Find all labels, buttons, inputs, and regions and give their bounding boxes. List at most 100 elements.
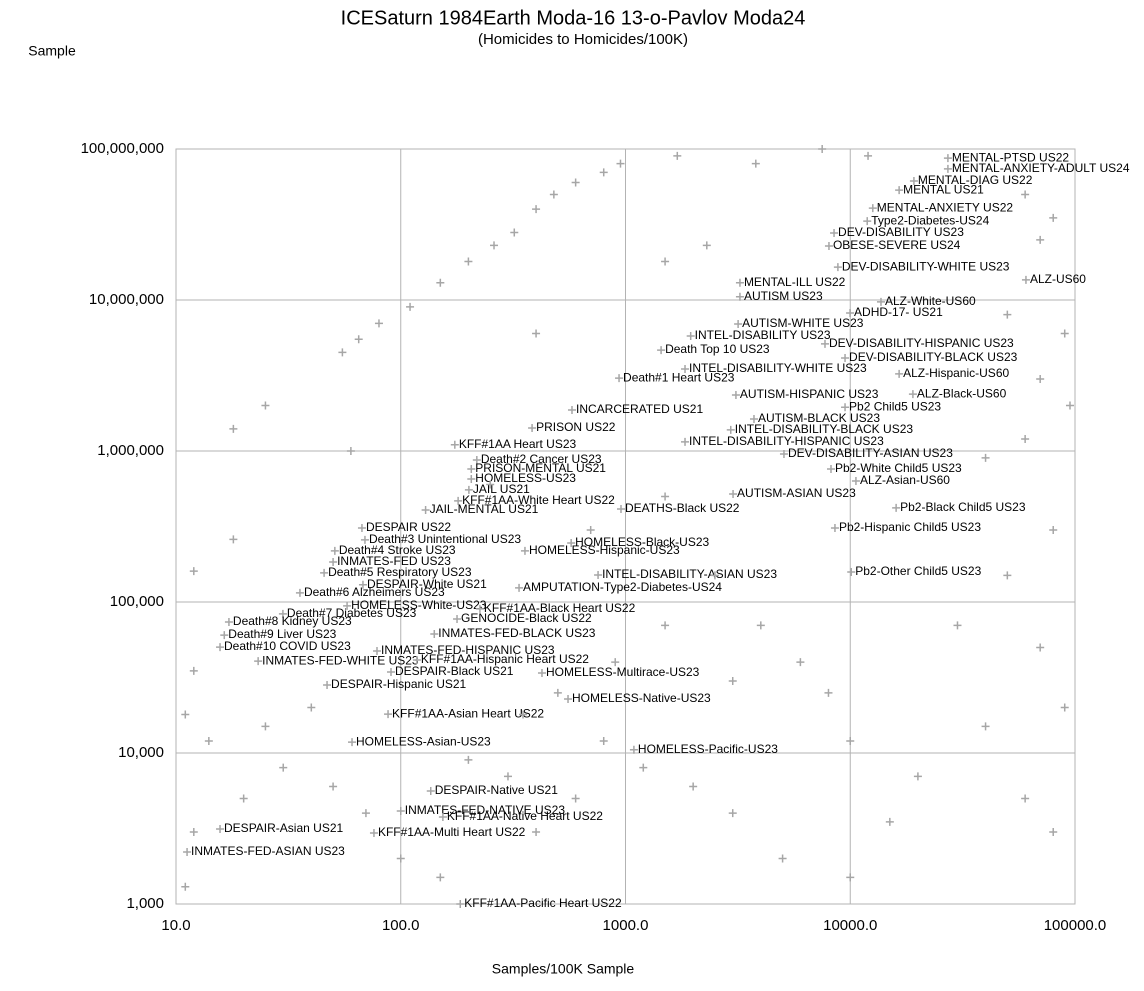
point <box>567 405 576 414</box>
y-axis-label: Sample <box>28 43 76 59</box>
point-label: JAIL-MENTAL US21 <box>430 502 539 516</box>
point-label: INMATES-FED-HISPANIC US23 <box>381 643 555 657</box>
point-label: ALZ-Asian-US60 <box>860 473 950 487</box>
point <box>553 688 562 697</box>
point-label: Death Top 10 US23 <box>665 342 770 356</box>
point <box>475 604 484 613</box>
point-label: ALZ-US60 <box>1030 272 1086 286</box>
point <box>430 629 439 638</box>
y-tick-label: 10,000 <box>118 744 164 761</box>
point-label: PRISON US22 <box>536 420 616 434</box>
point-label: DESPAIR-Hispanic US21 <box>331 677 466 691</box>
point <box>728 676 737 685</box>
point-label: KFF#1AA Heart US23 <box>459 437 577 451</box>
plot-frame <box>175 148 1076 905</box>
point <box>436 278 445 287</box>
point <box>824 688 833 697</box>
point-label: Pb2-White Child5 US23 <box>835 461 962 475</box>
point-label: KFF#1AA-Black Heart US22 <box>484 601 636 615</box>
point <box>515 583 524 592</box>
point-label: HOMELESS-US23 <box>475 471 576 485</box>
point <box>851 476 860 485</box>
point-label: GENOCIDE-Black US22 <box>461 611 592 625</box>
x-tick-label: 10.0 <box>161 917 190 934</box>
point <box>454 496 463 505</box>
point <box>826 464 835 473</box>
point <box>846 737 855 746</box>
point <box>329 558 338 567</box>
point <box>549 190 558 199</box>
point-label: HOMELESS-Hispanic-US23 <box>529 543 680 557</box>
point-label: INMATES-FED-NATIVE US23 <box>405 803 566 817</box>
point <box>710 571 719 580</box>
x-tick-label: 100.0 <box>382 917 420 934</box>
point-label: HOMELESS-Black-US23 <box>575 535 709 549</box>
point <box>436 873 445 882</box>
point <box>229 535 238 544</box>
point-label: OBESE-SEVERE US24 <box>833 238 961 252</box>
point <box>384 710 393 719</box>
point-label: PRISON-MENTAL US21 <box>475 461 606 475</box>
x-tick-label: 100000.0 <box>1044 917 1107 934</box>
point <box>216 643 225 652</box>
point-label: MENTAL-PTSD US22 <box>952 150 1069 164</box>
point <box>528 424 537 433</box>
point-label: Pb2-Other Child5 US23 <box>855 564 981 578</box>
point <box>863 217 872 226</box>
point <box>731 390 740 399</box>
point <box>864 151 873 160</box>
point-label: INMATES-FED-BLACK US23 <box>438 626 595 640</box>
point-label: AUTISM US23 <box>744 289 823 303</box>
point-label: JAIL US21 <box>473 482 530 496</box>
point <box>490 241 499 250</box>
point-label: Type2-Diabetes-US24 <box>871 213 989 227</box>
point-label: AMPUTATION-Type2-Diabetes-US24 <box>523 580 722 594</box>
point <box>456 900 465 908</box>
point-label: AUTISM-BLACK US23 <box>758 411 880 425</box>
point <box>254 657 263 666</box>
point <box>1065 401 1074 410</box>
point <box>830 228 839 237</box>
y-tick-label: 100,000,000 <box>81 140 164 157</box>
point <box>868 204 877 213</box>
point-label: MENTAL-DIAG US22 <box>918 173 1033 187</box>
point <box>734 320 743 329</box>
point <box>1003 571 1012 580</box>
point <box>913 772 922 781</box>
point <box>909 176 918 185</box>
point <box>611 658 620 667</box>
point-label: DESPAIR-White US21 <box>367 577 487 591</box>
point <box>1049 213 1058 222</box>
point-label: MENTAL-ILL US22 <box>744 275 846 289</box>
point <box>532 827 541 836</box>
point-label: INTEL-DISABILITY-WHITE US23 <box>689 361 867 375</box>
point-label: KFF#1AA-Hispanic Heart US22 <box>421 652 589 666</box>
point <box>833 263 842 272</box>
point-label: INMATES-FED US23 <box>337 554 451 568</box>
point <box>278 609 287 618</box>
point <box>532 329 541 338</box>
point <box>689 782 698 791</box>
point <box>503 772 512 781</box>
point <box>943 164 952 173</box>
point <box>372 646 381 655</box>
point <box>571 178 580 187</box>
chart-title: ICESaturn 1984Earth Moda-16 13-o-Pavlov … <box>341 7 806 29</box>
point-label: ALZ-Hispanic-US60 <box>903 366 1009 380</box>
point <box>1049 525 1058 534</box>
point <box>189 827 198 836</box>
y-tick-label: 1,000 <box>126 895 164 912</box>
point-label: Death#10 COVID US23 <box>224 639 351 653</box>
point <box>1060 329 1069 338</box>
point-label: ADHD-17- US21 <box>854 305 943 319</box>
point <box>360 535 369 544</box>
point <box>885 817 894 826</box>
point-label: AUTISM-WHITE US23 <box>742 316 864 330</box>
point-label: Death#4 Stroke US23 <box>339 543 456 557</box>
point <box>307 703 316 712</box>
point <box>486 480 495 489</box>
x-tick-label: 1000.0 <box>603 917 649 934</box>
point-label: DEV-DISABILITY-ASIAN US23 <box>788 446 953 460</box>
point <box>616 159 625 168</box>
y-tick-label: 1,000,000 <box>97 442 164 459</box>
